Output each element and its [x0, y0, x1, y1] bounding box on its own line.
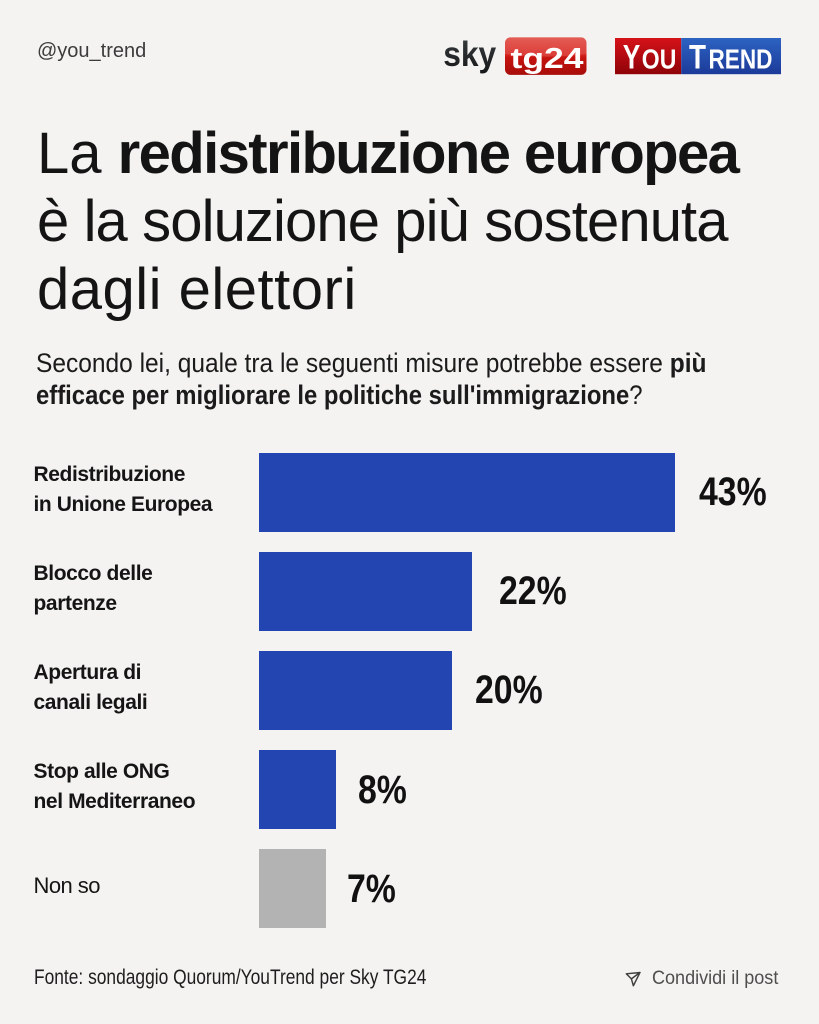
svg-text:T: T: [689, 38, 706, 76]
svg-text:tg24: tg24: [511, 43, 584, 75]
svg-text:sky: sky: [443, 35, 496, 74]
svg-text:OU: OU: [642, 43, 677, 74]
svg-text:REND: REND: [709, 43, 773, 74]
svg-text:Y: Y: [623, 38, 641, 76]
